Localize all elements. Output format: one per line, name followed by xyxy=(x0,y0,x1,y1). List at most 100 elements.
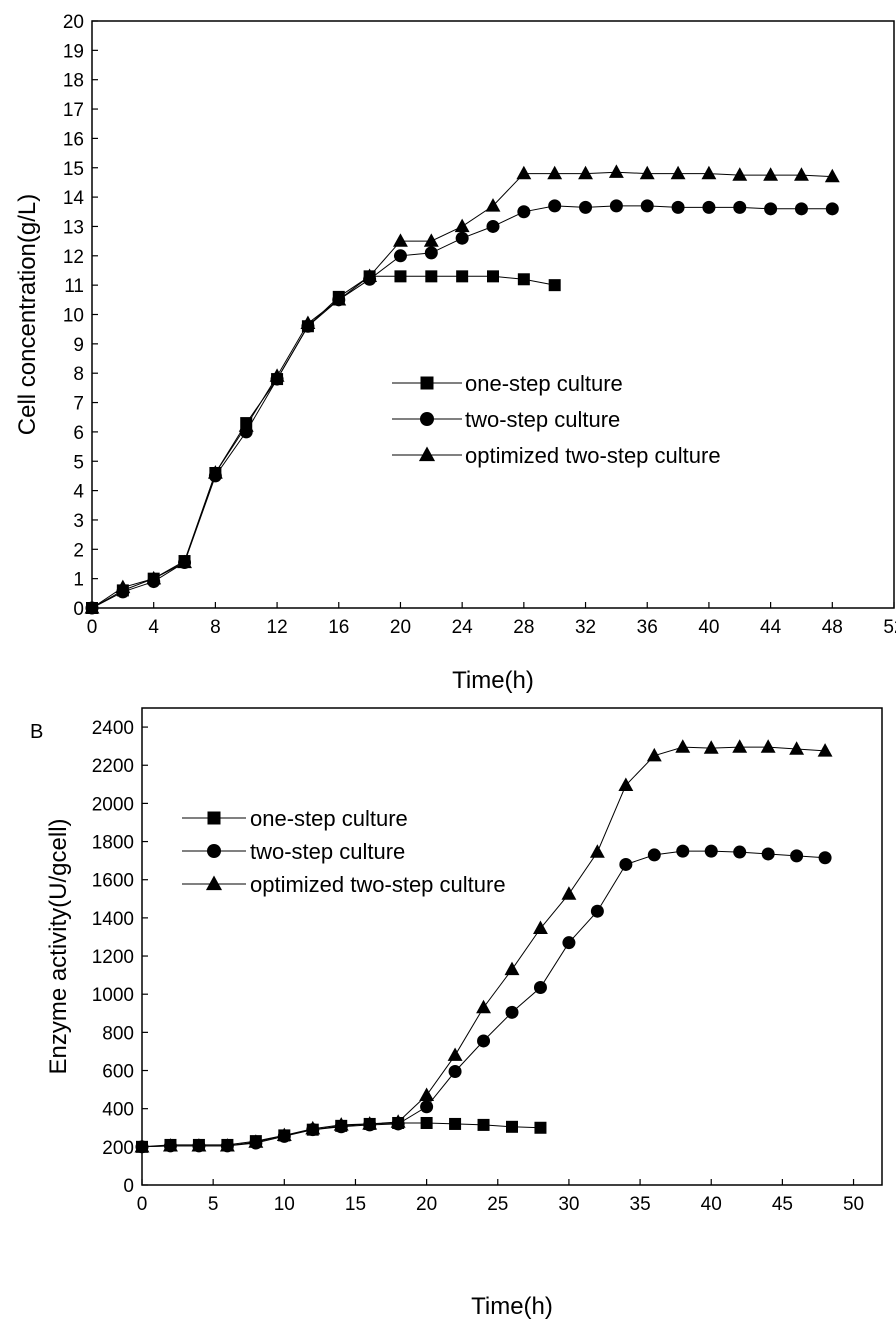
data-point xyxy=(517,273,530,286)
data-point xyxy=(640,199,654,213)
x-tick-label: 48 xyxy=(822,617,843,638)
data-point xyxy=(477,1034,491,1048)
y-tick-label: 13 xyxy=(63,217,84,238)
data-point xyxy=(789,741,805,755)
series-triangle xyxy=(84,164,840,614)
data-point xyxy=(146,570,162,585)
data-point xyxy=(456,270,469,283)
data-point xyxy=(671,200,685,214)
y-tick-label: 2 xyxy=(73,540,84,561)
x-tick-label: 25 xyxy=(487,1194,508,1215)
y-tick-label: 0 xyxy=(73,599,84,620)
data-point xyxy=(420,1100,434,1114)
data-point xyxy=(701,165,717,180)
legend-label: optimized two-step culture xyxy=(250,872,506,897)
data-point xyxy=(425,270,438,283)
y-tick-label: 2000 xyxy=(92,794,134,815)
x-tick-label: 36 xyxy=(637,617,658,638)
data-point xyxy=(506,1120,518,1133)
data-point xyxy=(504,961,520,976)
data-point xyxy=(134,1139,150,1153)
data-point xyxy=(703,740,719,754)
x-axis-label: Time(h) xyxy=(452,667,534,694)
data-point xyxy=(589,844,605,858)
legend-marker xyxy=(207,844,221,858)
y-tick-label: 8 xyxy=(73,364,84,385)
data-point xyxy=(393,249,407,263)
y-tick-label: 14 xyxy=(63,188,85,209)
y-tick-label: 16 xyxy=(63,129,84,150)
data-point xyxy=(533,981,547,995)
data-point xyxy=(608,164,624,178)
data-point xyxy=(517,205,531,219)
x-tick-label: 40 xyxy=(698,617,719,638)
y-tick-label: 3 xyxy=(73,511,84,532)
plot-frame xyxy=(141,707,883,1186)
data-point xyxy=(675,739,691,753)
y-tick-label: 600 xyxy=(102,1062,134,1083)
series-line xyxy=(141,746,826,1148)
y-tick-label: 2200 xyxy=(92,756,134,777)
y-tick-label: 6 xyxy=(73,423,84,444)
data-point xyxy=(420,1116,433,1129)
y-axis-label: Enzyme activity(U/gcell) xyxy=(45,818,72,1074)
legend-marker xyxy=(420,412,434,426)
data-point xyxy=(676,844,690,858)
y-tick-label: 0 xyxy=(123,1176,134,1197)
legend: one-step culture two-step culture optimize… xyxy=(392,371,721,468)
data-point xyxy=(794,202,808,216)
data-point xyxy=(534,1121,547,1134)
y-tick-label: 5 xyxy=(73,452,84,473)
series-triangle xyxy=(134,739,833,1153)
y-tick-label: 800 xyxy=(102,1023,134,1044)
x-tick-label: 35 xyxy=(630,1194,651,1215)
series-line xyxy=(91,205,833,609)
x-tick-label: 20 xyxy=(390,617,411,638)
data-point xyxy=(647,848,661,862)
data-point xyxy=(362,1116,378,1130)
data-point xyxy=(390,1114,406,1128)
data-point xyxy=(590,904,604,918)
data-point xyxy=(477,1118,490,1131)
data-point xyxy=(331,292,347,306)
data-point xyxy=(248,1134,264,1148)
data-point xyxy=(300,315,316,329)
chart-panel-2: 0 5 10 15 20 25 30 35 40 45 50 0 200 400 600 800 1000 120… xyxy=(30,707,883,1320)
x-tick-label: 40 xyxy=(701,1194,722,1215)
x-tick-label: 4 xyxy=(148,617,159,638)
data-point xyxy=(448,1064,462,1078)
data-point xyxy=(486,219,500,233)
legend-label: one-step culture xyxy=(465,371,623,396)
data-point xyxy=(646,747,662,762)
data-point xyxy=(419,1087,435,1101)
data-point xyxy=(561,886,577,900)
x-tick-label: 45 xyxy=(772,1194,793,1215)
data-point xyxy=(115,579,131,594)
y-tick-label: 1200 xyxy=(92,947,134,968)
data-point xyxy=(609,199,623,213)
data-point xyxy=(733,200,747,214)
legend-marker xyxy=(418,446,436,462)
y-tick-label: 7 xyxy=(73,394,84,415)
x-tick-label: 15 xyxy=(345,1194,366,1215)
legend-label: two-step culture xyxy=(465,407,620,432)
data-point xyxy=(562,936,576,950)
legend-label: optimized two-step culture xyxy=(465,443,721,468)
data-point xyxy=(639,165,655,180)
data-point xyxy=(825,202,839,216)
x-tick-label: 10 xyxy=(274,1194,295,1215)
y-tick-label: 10 xyxy=(63,306,84,327)
y-tick-label: 1400 xyxy=(92,909,134,930)
legend-marker xyxy=(207,811,221,825)
data-point xyxy=(362,268,378,283)
x-tick-label: 16 xyxy=(328,617,349,638)
data-point xyxy=(548,199,562,213)
y-tick-label: 4 xyxy=(73,482,84,503)
data-point xyxy=(238,418,254,432)
x-tick-label: 28 xyxy=(513,617,534,638)
data-point xyxy=(423,233,439,247)
data-point xyxy=(733,845,747,859)
x-tick-label: 32 xyxy=(575,617,596,638)
legend-marker xyxy=(420,376,434,390)
